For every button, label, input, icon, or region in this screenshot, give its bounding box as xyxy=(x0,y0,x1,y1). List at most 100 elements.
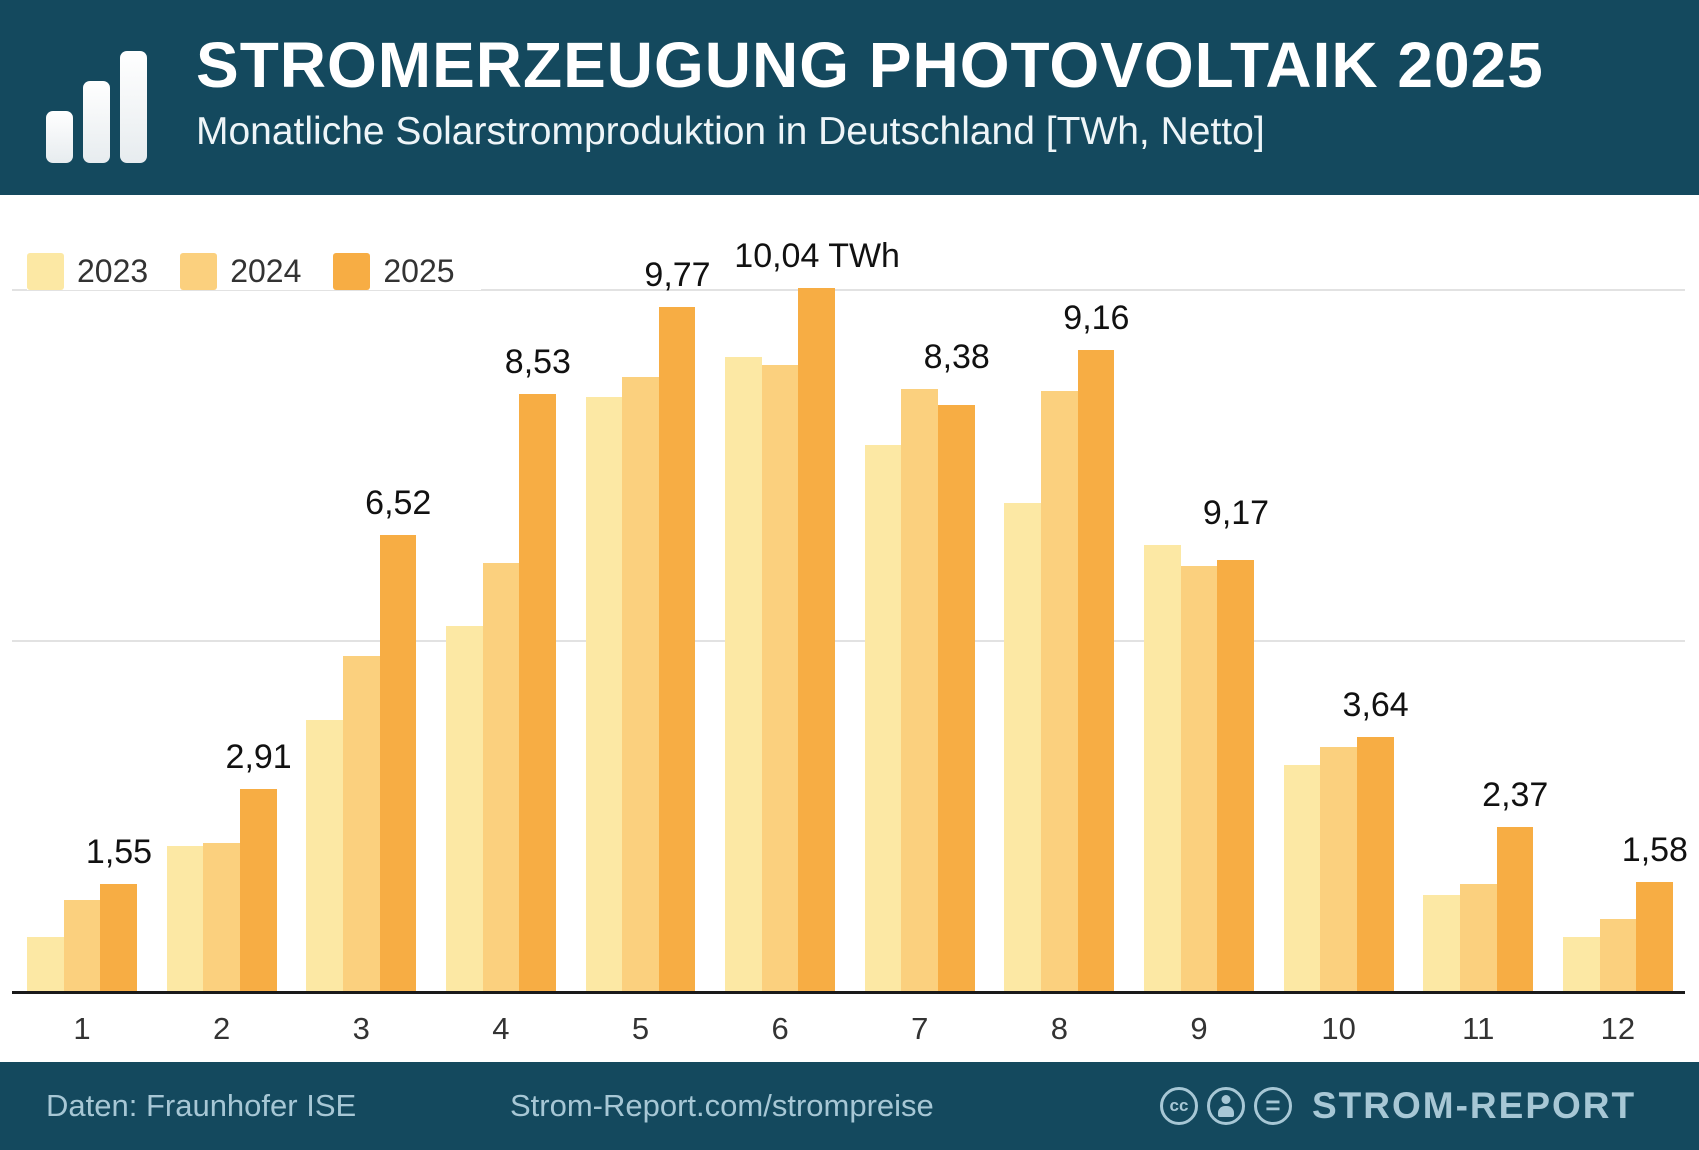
x-tick-month-4: 4 xyxy=(492,1011,510,1046)
legend-label-2024: 2024 xyxy=(230,253,302,289)
page-title: STROMERZEUGUNG PHOTOVOLTAIK 2025 xyxy=(196,29,1544,101)
attribution-person-icon xyxy=(1207,1087,1245,1125)
chart-legend: 2023 2024 2025 xyxy=(27,253,481,290)
bar-value-label-month-10: 3,64 xyxy=(1342,686,1409,724)
bar-2023-month-7 xyxy=(864,445,902,993)
x-tick-month-11: 11 xyxy=(1462,1011,1495,1046)
legend-item-2024: 2024 xyxy=(180,253,301,290)
bar-2023-month-9 xyxy=(1144,545,1181,993)
x-tick-month-6: 6 xyxy=(771,1011,789,1046)
bar-value-label-month-4: 8,53 xyxy=(504,343,571,381)
cc-license-icons: cc = xyxy=(1160,1087,1292,1125)
gridline-10-twh xyxy=(12,289,1685,291)
bar-2023-month-6 xyxy=(725,357,762,993)
bar-2024-month-6 xyxy=(761,365,799,993)
month-group-6: 10,04 TWh 6 xyxy=(725,195,900,1046)
bar-chart-logo-icon xyxy=(46,51,147,163)
plot-area: 1,55 1 2,91 2 6,52 3 8,53 4 9,77 5 10,04 TWh 6 8,38 7… xyxy=(27,195,1688,1046)
month-group-4: 8,53 4 xyxy=(445,195,571,1046)
logo-bar-medium xyxy=(83,81,110,163)
legend-swatch-2024 xyxy=(180,253,218,290)
logo-bar-tall xyxy=(120,51,147,163)
gridline-5-twh xyxy=(12,640,1685,642)
bar-2024-month-10 xyxy=(1320,747,1357,993)
bar-2024-month-2 xyxy=(203,843,240,993)
strom-report-link[interactable]: Strom-Report.com/strompreise xyxy=(510,1088,934,1123)
x-tick-month-9: 9 xyxy=(1190,1011,1208,1046)
legend-swatch-2025 xyxy=(333,253,371,290)
x-tick-month-2: 2 xyxy=(213,1011,231,1046)
bar-2025-month-10 xyxy=(1356,737,1394,993)
bar-2023-month-5 xyxy=(585,397,623,993)
bar-2024-month-7 xyxy=(901,389,939,993)
logo-bar-small xyxy=(46,111,73,163)
bar-value-label-month-1: 1,55 xyxy=(85,833,153,871)
bar-2024-month-9 xyxy=(1180,566,1218,993)
legend-swatch-2023 xyxy=(27,253,64,290)
month-group-5: 9,77 5 xyxy=(585,195,711,1046)
bar-2023-month-11 xyxy=(1423,895,1460,993)
page-subtitle: Monatliche Solarstromproduktion in Deuts… xyxy=(196,110,1265,154)
legend-item-2023: 2023 xyxy=(27,253,148,290)
bar-value-label-month-11: 2,37 xyxy=(1482,776,1549,814)
bar-value-label-month-7: 8,38 xyxy=(923,338,990,376)
cc-icon: cc xyxy=(1160,1087,1198,1125)
bar-2024-month-1 xyxy=(63,900,101,993)
month-group-12: 1,58 12 xyxy=(1562,195,1688,1046)
brand-label: STROM-REPORT xyxy=(1312,1085,1637,1126)
month-group-3: 6,52 3 xyxy=(306,195,431,1046)
month-group-11: 2,37 11 xyxy=(1423,195,1548,1046)
equals-nd-icon: = xyxy=(1254,1087,1292,1125)
bar-2025-month-5 xyxy=(658,307,696,993)
bar-value-label-month-2: 2,91 xyxy=(225,738,292,776)
bar-2025-month-6 xyxy=(798,288,836,993)
x-tick-month-8: 8 xyxy=(1050,1011,1068,1046)
bar-2025-month-7 xyxy=(938,405,975,993)
x-axis-line xyxy=(12,991,1685,994)
bar-value-label-month-8: 9,16 xyxy=(1063,299,1130,337)
bar-2023-month-2 xyxy=(166,846,204,993)
bar-2023-month-12 xyxy=(1562,937,1600,993)
bar-value-label-month-9: 9,17 xyxy=(1202,494,1270,532)
bar-2025-month-9 xyxy=(1217,560,1254,993)
bar-2025-month-1 xyxy=(100,884,137,993)
chart-region: 2023 2024 2025 1,55 1 2,91 2 6,52 3 8,53 4 9,77 5… xyxy=(0,195,1699,1062)
x-tick-month-3: 3 xyxy=(352,1011,370,1046)
x-tick-month-10: 10 xyxy=(1321,1011,1356,1046)
bar-value-label-month-6: 10,04 TWh xyxy=(734,237,900,275)
bar-2023-month-10 xyxy=(1283,765,1321,993)
bar-2023-month-3 xyxy=(306,720,343,993)
bar-2023-month-8 xyxy=(1004,503,1042,993)
bar-2025-month-8 xyxy=(1077,350,1115,993)
bar-2025-month-4 xyxy=(519,394,556,993)
bar-2024-month-11 xyxy=(1459,884,1497,993)
header-banner: STROMERZEUGUNG PHOTOVOLTAIK 2025 Monatli… xyxy=(0,0,1699,195)
bar-2024-month-4 xyxy=(482,563,520,993)
bar-2025-month-12 xyxy=(1636,882,1673,993)
data-source-label: Daten: Fraunhofer ISE xyxy=(46,1088,357,1123)
month-group-2: 2,91 2 xyxy=(166,195,292,1046)
month-group-8: 9,16 8 xyxy=(1004,195,1129,1046)
x-tick-month-5: 5 xyxy=(631,1011,650,1046)
month-group-10: 3,64 10 xyxy=(1283,195,1409,1046)
bar-2023-month-4 xyxy=(445,626,483,993)
bar-2024-month-8 xyxy=(1041,391,1078,993)
bar-2025-month-3 xyxy=(379,535,417,993)
bar-2025-month-2 xyxy=(239,789,277,993)
legend-item-2025: 2025 xyxy=(333,253,455,290)
month-group-9: 9,17 9 xyxy=(1144,195,1269,1046)
bar-2024-month-5 xyxy=(622,377,659,993)
bar-2025-month-11 xyxy=(1496,827,1534,993)
bar-2023-month-1 xyxy=(27,937,64,993)
month-group-1: 1,55 1 xyxy=(27,195,152,1046)
legend-label-2023: 2023 xyxy=(77,253,149,289)
footer-banner: Daten: Fraunhofer ISE Strom-Report.com/s… xyxy=(0,1062,1699,1150)
bar-2024-month-3 xyxy=(342,656,380,993)
x-tick-month-12: 12 xyxy=(1600,1011,1636,1046)
bar-value-label-month-12: 1,58 xyxy=(1621,831,1688,869)
bar-value-label-month-3: 6,52 xyxy=(365,484,432,522)
legend-label-2025: 2025 xyxy=(383,253,455,289)
month-group-7: 8,38 7 xyxy=(864,195,990,1046)
bar-2024-month-12 xyxy=(1599,919,1637,993)
